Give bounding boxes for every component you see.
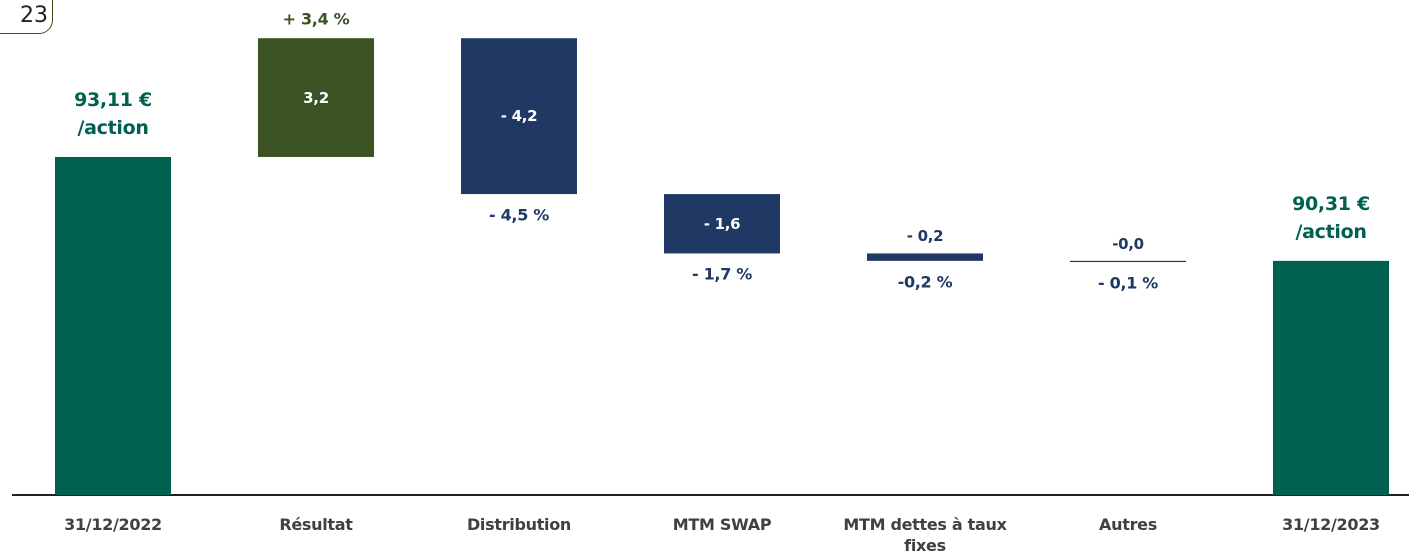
bar xyxy=(1070,260,1186,263)
badge: 23 xyxy=(0,0,53,34)
value-label: - 1,6 xyxy=(703,214,741,233)
x-tick-label: Autres xyxy=(1099,515,1157,534)
value-label: - 4,2 xyxy=(500,107,538,126)
bar xyxy=(1273,260,1389,495)
value-label: -0,0 xyxy=(1112,234,1144,253)
unit-label: /action xyxy=(77,116,149,139)
unit-label: /action xyxy=(1295,220,1367,243)
bar xyxy=(55,156,171,495)
pct-label: - 1,7 % xyxy=(691,264,753,284)
value-label: 3,2 xyxy=(303,88,329,107)
value-label: - 0,2 xyxy=(906,227,944,246)
bar xyxy=(867,253,983,261)
pct-label: -0,2 % xyxy=(897,272,953,292)
pct-label: - 4,5 % xyxy=(488,205,550,225)
x-tick-label: MTM dettes à taux fixes xyxy=(843,515,1007,555)
x-tick-label: Distribution xyxy=(466,515,572,534)
x-tick-label: Résultat xyxy=(279,515,353,534)
x-tick-label: MTM SWAP xyxy=(672,515,772,534)
value-label: 90,31 € xyxy=(1292,192,1370,215)
x-tick-label: 31/12/2022 xyxy=(64,515,162,534)
bar xyxy=(461,38,577,195)
bar xyxy=(258,38,374,157)
pct-label: + 3,4 % xyxy=(282,9,350,29)
x-tick-label: 31/12/2023 xyxy=(1282,515,1380,534)
bar xyxy=(664,194,780,254)
pct-label: - 0,1 % xyxy=(1097,273,1159,293)
value-label: 93,11 € xyxy=(74,88,152,111)
